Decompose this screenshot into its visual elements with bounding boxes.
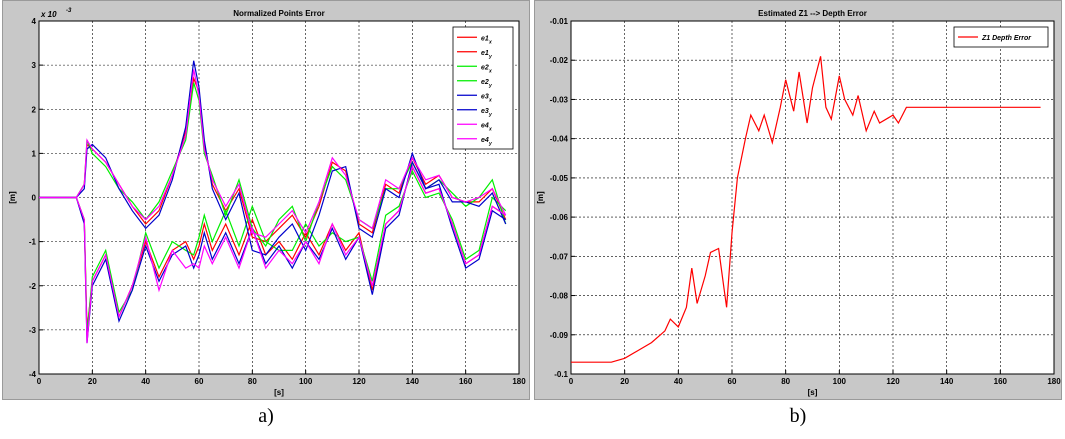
y-tick-label: -0.1 [554, 370, 568, 379]
chart-title: Normalized Points Error [233, 9, 325, 18]
legend-label: e3 [481, 93, 489, 100]
x-axis-label: [s] [808, 388, 818, 397]
chart-legend: Z1 Depth Error [953, 26, 1049, 48]
caption-a: a) [258, 405, 274, 427]
legend-label-subscript: y [488, 83, 492, 89]
chart-panel-a: 0 20 40 60 80 100 120 140 160 180 -4 -3 -2 -1 0 1 2 3 4 Nor… [2, 0, 530, 400]
plot-area [570, 20, 1055, 375]
legend-label: e1 [481, 35, 489, 42]
y-tick-label: -0.05 [550, 174, 569, 183]
x-tick-label: 160 [994, 377, 1008, 386]
x-tick-label: 80 [781, 377, 790, 386]
legend-label: Z1 Depth Error [981, 35, 1032, 42]
legend-label: e3 [481, 108, 489, 115]
x-tick-label: 180 [512, 377, 526, 386]
series-line-e4-y [39, 164, 507, 344]
x-tick-label: 80 [248, 377, 257, 386]
legend-label-subscript: y [488, 112, 492, 118]
legend-label: e2 [481, 64, 489, 71]
y-tick-label: -0.08 [550, 292, 569, 301]
x-tick-label: 40 [141, 377, 150, 386]
legend-label-subscript: x [488, 39, 492, 45]
caption-b: b) [789, 405, 807, 427]
y-tick-label: -0.04 [550, 135, 569, 144]
x-tick-label: 20 [88, 377, 97, 386]
legend-label-subscript: x [488, 97, 492, 103]
x-tick-label: 60 [728, 377, 737, 386]
y-tick-label: -0.01 [550, 17, 569, 26]
y-axis-label: [m] [536, 191, 545, 204]
x-tick-label: 180 [1047, 377, 1061, 386]
y-tick-label: -3 [29, 326, 37, 335]
y-tick-label: -2 [29, 282, 37, 291]
chart-a-svg: 0 20 40 60 80 100 120 140 160 180 -4 -3 -2 -1 0 1 2 3 4 Nor… [8, 8, 526, 397]
legend-label-subscript: y [488, 141, 492, 147]
chart-legend: e1 xe1 ye2 xe2 ye3 xe3 ye4 xe4 y [452, 26, 514, 150]
x-tick-label: 140 [940, 377, 954, 386]
y-tick-label: -1 [29, 238, 37, 247]
x-tick-label: 100 [299, 377, 313, 386]
y-tick-label: 1 [32, 149, 37, 158]
chart-panel-b: 0 20 40 60 80 100 120 140 160 180 -0.1 -0.09 -0.08 -0… [534, 0, 1062, 400]
series-line-z1-depth-error [571, 56, 1041, 363]
x-tick-label: 0 [569, 377, 574, 386]
y-tick-label: 2 [32, 105, 37, 114]
series-line-e4-x [39, 69, 507, 238]
y-tick-label: -0.02 [550, 56, 569, 65]
y-tick-label: -0.06 [550, 213, 569, 222]
x-tick-label: 60 [195, 377, 204, 386]
y-tick-label: -0.07 [550, 252, 569, 261]
scale-multiplier-exponent: -3 [66, 8, 72, 14]
x-tick-label: 160 [459, 377, 473, 386]
x-tick-label: 40 [674, 377, 683, 386]
x-axis-label: [s] [274, 388, 284, 397]
y-tick-label: 3 [32, 61, 37, 70]
y-tick-label: -0.03 [550, 95, 569, 104]
series-line-e3-x [39, 60, 507, 256]
legend-label: e4 [481, 122, 489, 129]
y-axis-label: [m] [8, 191, 17, 204]
legend-label: e1 [481, 50, 489, 57]
legend-label: e2 [481, 79, 489, 86]
legend-label-subscript: y [488, 54, 492, 60]
chart-title: Estimated Z1 --> Depth Error [758, 9, 867, 18]
x-tick-label: 20 [620, 377, 629, 386]
y-tick-label: 0 [32, 194, 37, 203]
y-tick-label: -4 [29, 370, 37, 379]
legend-box [452, 26, 514, 150]
legend-label: e4 [481, 137, 489, 144]
y-tick-label: -0.09 [550, 331, 569, 340]
x-tick-label: 0 [37, 377, 42, 386]
chart-b-svg: 0 20 40 60 80 100 120 140 160 180 -0.1 -0.09 -0.08 -0… [536, 9, 1061, 397]
legend-label-subscript: x [488, 68, 492, 74]
legend-label-subscript: x [488, 126, 492, 132]
scale-multiplier-label: x 10 [40, 10, 57, 19]
x-tick-label: 120 [886, 377, 900, 386]
x-tick-label: 100 [833, 377, 847, 386]
x-tick-label: 120 [352, 377, 366, 386]
x-tick-label: 140 [406, 377, 420, 386]
series-line-e2-y [39, 169, 507, 335]
legend-box [953, 26, 1049, 48]
y-tick-label: 4 [32, 17, 37, 26]
series-line-e3-y [39, 160, 507, 344]
